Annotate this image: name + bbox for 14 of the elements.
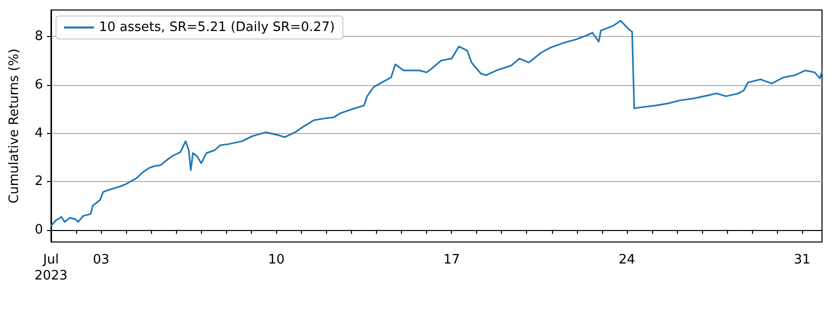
y-tick-label: 4 <box>34 126 43 141</box>
x-tick-label: Jul 2023 <box>34 252 68 284</box>
line-series <box>50 20 823 227</box>
y-tick-label: 8 <box>34 29 43 44</box>
x-tick-label: 03 <box>92 252 110 268</box>
y-tick-label: 0 <box>34 222 43 238</box>
y-axis-title: Cumulative Returns (%) <box>7 48 22 204</box>
x-tick-label: 17 <box>443 252 460 268</box>
y-tick-label: 6 <box>34 77 43 92</box>
x-tick-label: 10 <box>268 252 285 268</box>
y-tick-label: 2 <box>34 174 43 190</box>
legend-label: 10 assets, SR=5.21 (Daily SR=0.27) <box>99 20 335 35</box>
x-tick-label: 31 <box>794 252 810 268</box>
x-tick-label: 24 <box>618 252 636 268</box>
